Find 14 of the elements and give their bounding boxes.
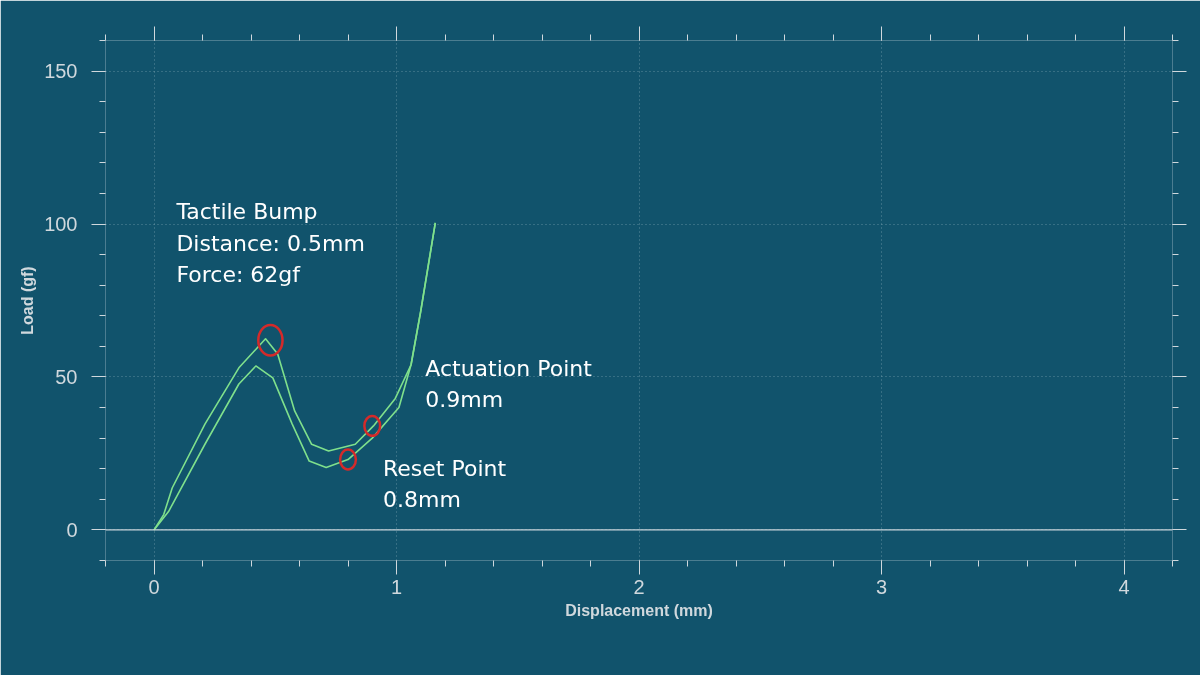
x-tick-label: 2 (633, 575, 645, 598)
x-tick-label: 1 (390, 575, 403, 598)
y-axis-title: Load (gf) (19, 266, 37, 335)
x-tick-label: 4 (1118, 575, 1130, 598)
x-axis-title: Displacement (mm) (565, 601, 713, 619)
annotation: Actuation Point 0.9mm (425, 355, 593, 413)
annotation: Tactile Bump Distance: 0.5mm Force: 62gf (175, 199, 365, 287)
annotation: Reset Point 0.8mm (383, 455, 507, 512)
y-tick-label: 50 (55, 365, 78, 388)
y-tick-label: 0 (66, 518, 78, 541)
x-tick-label: 0 (148, 575, 160, 598)
x-tick-label: 3 (875, 575, 888, 598)
y-tick-label: 150 (44, 60, 78, 83)
y-tick-label: 100 (44, 213, 78, 236)
